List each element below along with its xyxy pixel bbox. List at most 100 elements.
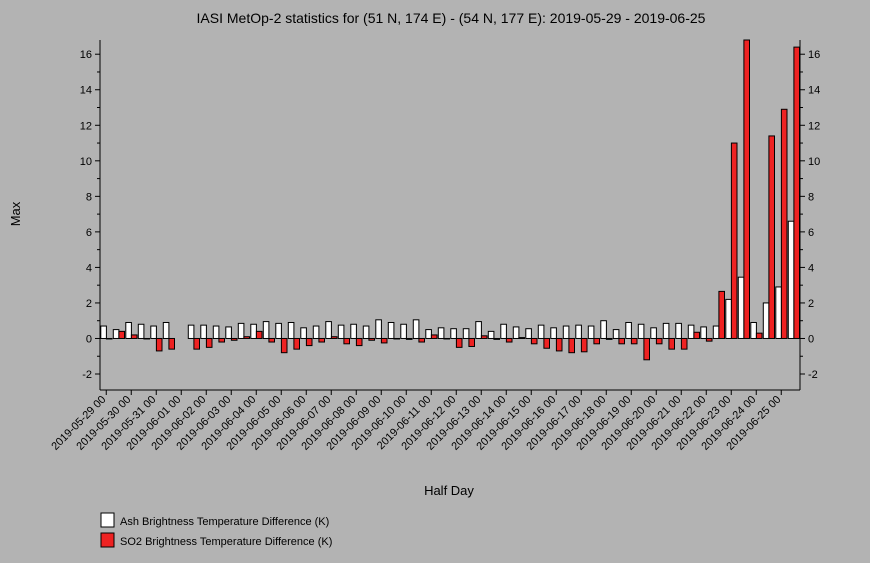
bar-series2-9 (218, 337, 225, 343)
bar-series2-37 (568, 337, 576, 354)
bar-series1-29 (462, 328, 470, 339)
bar-series2-35 (543, 337, 551, 349)
bar-series2-49 (718, 290, 726, 339)
y-tick-label-right-12: 12 (808, 120, 820, 132)
y-axis-label: Max (8, 201, 23, 226)
y-tick-label-left-10: 10 (80, 156, 92, 168)
bar-series1-4 (150, 325, 157, 339)
bar-series1-55 (787, 220, 795, 339)
bar-series1-23 (387, 321, 395, 339)
bar-series1-21 (362, 325, 370, 339)
bar-series2-3 (143, 337, 150, 340)
bar-series1-51 (737, 276, 745, 339)
bar-series1-45 (662, 322, 670, 339)
y-tick-label-left-6: 6 (86, 227, 92, 239)
bar-series1-2 (125, 321, 132, 339)
bar-series1-7 (187, 324, 195, 339)
bar-series1-11 (237, 322, 245, 339)
bar-series2-12 (255, 330, 263, 339)
bar-series2-36 (555, 337, 563, 352)
bar-series1-8 (200, 324, 207, 339)
bar-series2-15 (293, 337, 300, 350)
bar-series1-47 (687, 324, 695, 339)
bar-series2-51 (743, 39, 751, 339)
bar-series1-9 (212, 325, 220, 339)
bar-series1-13 (262, 321, 270, 339)
y-tick-label-left-0: 0 (86, 333, 92, 345)
bar-series2-31 (493, 337, 500, 340)
legend-label-so2: SO2 Brightness Temperature Difference (K… (120, 536, 332, 548)
bar-series1-12 (250, 323, 257, 339)
bar-series1-20 (350, 323, 357, 339)
bar-series2-34 (530, 337, 538, 345)
bar-series2-13 (268, 337, 275, 343)
bar-series1-3 (137, 323, 145, 339)
bar-series1-16 (300, 327, 307, 339)
x-axis-label: Half Day (424, 483, 474, 498)
bar-series2-5 (168, 337, 175, 350)
bar-series2-14 (280, 337, 288, 354)
bar-series1-24 (400, 323, 407, 339)
bar-series2-23 (393, 337, 400, 340)
bar-series1-26 (425, 329, 432, 339)
y-tick-label-right-16: 16 (808, 49, 820, 61)
bar-series1-25 (412, 319, 420, 339)
bar-series1-10 (225, 326, 232, 339)
bar-series2-45 (668, 337, 676, 350)
bar-series1-19 (337, 324, 345, 339)
chart-title: IASI MetOp-2 statistics for (51 N, 174 E… (197, 10, 706, 26)
bar-series2-10 (230, 337, 238, 341)
bar-series2-17 (318, 337, 325, 343)
bar-series1-34 (525, 328, 532, 339)
bar-series2-32 (505, 337, 513, 343)
bar-series2-2 (130, 334, 138, 339)
y-tick-label-right-10: 10 (808, 156, 820, 168)
bar-series1-31 (487, 330, 495, 339)
bar-series2-16 (305, 337, 313, 347)
y-tick-label-left-12: 12 (80, 120, 92, 132)
bar-series2-18 (330, 336, 338, 339)
bar-series2-24 (405, 337, 413, 340)
y-tick-label-left--2: -2 (82, 369, 92, 381)
bar-series2-11 (243, 336, 250, 339)
bar-series2-46 (680, 337, 688, 350)
bar-series2-30 (480, 335, 488, 339)
bar-series2-53 (768, 135, 776, 339)
bar-series1-52 (750, 321, 757, 339)
bar-series2-28 (455, 337, 463, 348)
bar-series1-30 (475, 321, 482, 339)
bar-series2-29 (468, 337, 475, 347)
bar-series1-53 (762, 302, 770, 339)
bar-series1-22 (375, 319, 382, 339)
y-tick-label-right-2: 2 (808, 298, 814, 310)
bar-series1-18 (325, 321, 332, 339)
bar-series1-41 (612, 329, 620, 339)
bar-series2-42 (630, 337, 638, 345)
bar-series1-15 (287, 321, 295, 339)
bar-series2-8 (205, 337, 213, 348)
bar-series2-54 (780, 108, 788, 339)
bar-series2-40 (605, 337, 613, 340)
y-tick-label-right-6: 6 (808, 227, 814, 239)
bar-series1-48 (700, 326, 707, 339)
bar-series2-21 (368, 337, 375, 341)
bar-series1-36 (550, 327, 557, 339)
y-tick-label-left-4: 4 (86, 262, 92, 274)
bar-series2-0 (105, 337, 113, 340)
bar-series2-20 (355, 337, 363, 347)
bar-series2-47 (693, 331, 701, 339)
bar-series2-44 (655, 337, 663, 345)
bar-series1-46 (675, 322, 682, 339)
bar-series1-33 (512, 326, 520, 339)
bar-series2-19 (343, 337, 350, 345)
bar-series2-38 (580, 337, 588, 353)
bar-series1-43 (637, 323, 645, 339)
y-tick-label-left-14: 14 (80, 85, 92, 97)
y-tick-label-right-4: 4 (808, 262, 814, 274)
bar-series1-27 (437, 327, 445, 339)
bar-series1-38 (575, 324, 582, 339)
bar-series2-4 (155, 337, 163, 352)
bar-series1-37 (562, 325, 570, 339)
